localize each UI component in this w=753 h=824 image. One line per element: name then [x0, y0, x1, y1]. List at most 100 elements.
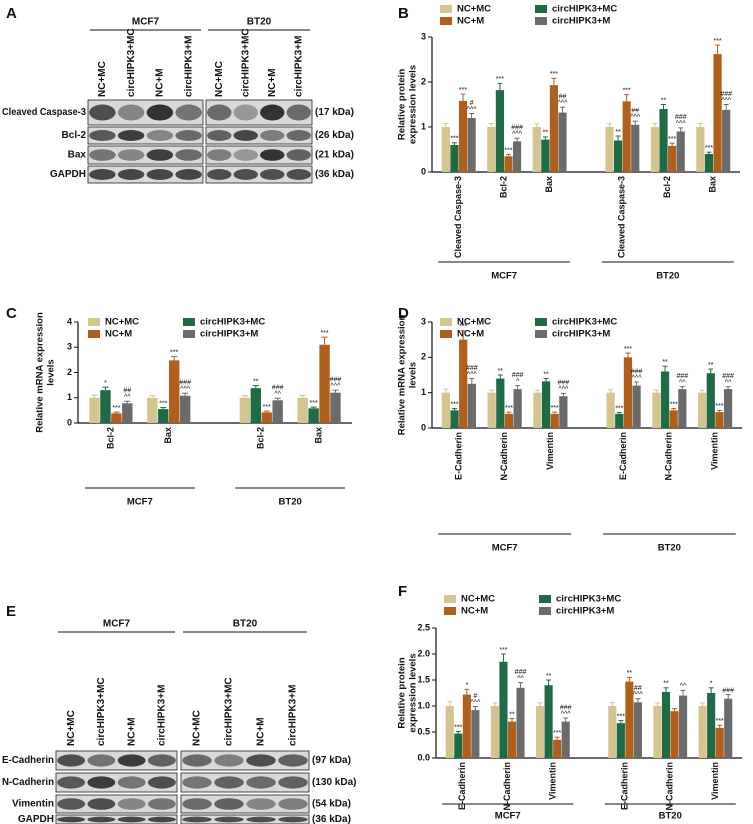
significance-mark: ### — [676, 373, 688, 380]
error-bar — [515, 385, 521, 390]
error-bar — [652, 122, 658, 127]
category-label: Bcl-2 — [105, 427, 115, 449]
bar — [652, 392, 661, 428]
error-bar — [669, 142, 675, 146]
legend-label: NC+M — [105, 329, 132, 340]
error-bar — [492, 702, 498, 706]
bar — [487, 127, 496, 172]
blot-band — [286, 169, 311, 180]
blot-strip — [55, 772, 178, 793]
blot-band — [87, 798, 116, 810]
error-bar — [542, 136, 548, 140]
bar — [615, 413, 624, 428]
legend-swatch — [535, 17, 547, 25]
legend-swatch — [88, 330, 100, 338]
significance-mark: ## — [631, 107, 639, 114]
bar — [239, 397, 251, 423]
error-bar — [661, 104, 666, 109]
blot-strip — [205, 126, 313, 145]
error-bar — [626, 676, 632, 682]
y-tick-label: 1.0 — [417, 700, 430, 710]
blot-band — [147, 816, 176, 823]
y-tick-label: 1 — [421, 387, 426, 397]
bar — [670, 711, 679, 758]
bar — [669, 410, 678, 428]
blot-band — [175, 169, 202, 180]
error-bar — [632, 120, 638, 125]
panel-letter: A — [6, 5, 17, 22]
error-bar — [332, 389, 339, 393]
bar — [467, 118, 476, 172]
blot-band — [260, 149, 285, 161]
significance-mark: *** — [617, 713, 625, 720]
blot-band — [117, 754, 146, 767]
blot-band — [182, 754, 212, 767]
legend-label: NC+M — [457, 16, 484, 27]
y-tick-label: 1 — [67, 392, 72, 402]
blot-band — [214, 754, 244, 767]
significance-mark: ^^^ — [561, 711, 572, 718]
bar — [541, 381, 551, 428]
significance-mark: ^^^ — [558, 386, 569, 393]
category-label: E-Cadherin — [618, 432, 628, 480]
legend-swatch — [535, 5, 547, 13]
legend-label: NC+MC — [457, 4, 491, 15]
y-tick-label: 2.5 — [417, 622, 430, 632]
y-axis-label: levels — [408, 362, 419, 388]
significance-mark: * — [465, 682, 468, 689]
significance-mark: ### — [512, 372, 524, 379]
bar — [623, 357, 633, 428]
blot-band — [214, 798, 244, 810]
lane-label: NC+MC — [66, 710, 77, 746]
bar — [513, 389, 522, 428]
bar — [632, 385, 641, 428]
y-axis-label: levels — [46, 359, 57, 385]
significance-mark: ^ — [516, 378, 520, 385]
blot-strip — [87, 165, 204, 184]
blot-band — [146, 104, 174, 121]
blot-band — [182, 798, 212, 810]
significance-mark: ** — [708, 362, 714, 369]
error-bar — [618, 720, 624, 724]
protein-label: Bcl-2 — [62, 130, 87, 141]
bar — [622, 101, 631, 172]
significance-mark: ### — [466, 365, 478, 372]
legend-label: circHIPK3+M — [552, 329, 610, 340]
significance-mark: *** — [668, 136, 676, 143]
bar — [553, 739, 562, 758]
bar — [613, 140, 623, 172]
significance-mark: *** — [320, 330, 328, 337]
significance-mark: ** — [627, 670, 633, 677]
bar — [559, 396, 568, 428]
error-bar — [124, 400, 131, 404]
size-label: (17 kDa) — [315, 107, 354, 118]
error-bar — [310, 406, 317, 409]
bar — [100, 390, 111, 423]
category-label: Bax — [708, 176, 718, 193]
error-bar — [443, 122, 449, 127]
significance-mark: ^^^ — [676, 121, 687, 128]
blot-band — [117, 130, 145, 141]
error-bar — [182, 392, 189, 396]
error-bar — [560, 106, 565, 113]
size-label: (97 kDa) — [312, 755, 351, 766]
y-axis-label: Relative mRNA expression — [397, 315, 408, 436]
significance-mark: *** — [705, 145, 713, 152]
significance-mark: ### — [515, 669, 527, 676]
group-label: MCF7 — [127, 497, 153, 508]
significance-mark: ### — [511, 125, 523, 132]
y-axis-label: Relative protein — [397, 69, 408, 140]
bar — [450, 410, 459, 428]
bar — [668, 145, 677, 172]
blot-band — [260, 169, 285, 180]
lane-label: circHIPK3+MC — [224, 677, 235, 746]
significance-mark: ### — [722, 373, 734, 380]
y-tick-label: 2 — [421, 76, 426, 86]
cell-line-label: BT20 — [247, 17, 272, 28]
bar — [297, 397, 308, 423]
bar — [496, 378, 505, 428]
legend-swatch — [535, 318, 547, 326]
bar — [605, 127, 614, 172]
lane-label: circHIPK3+M — [293, 36, 304, 97]
